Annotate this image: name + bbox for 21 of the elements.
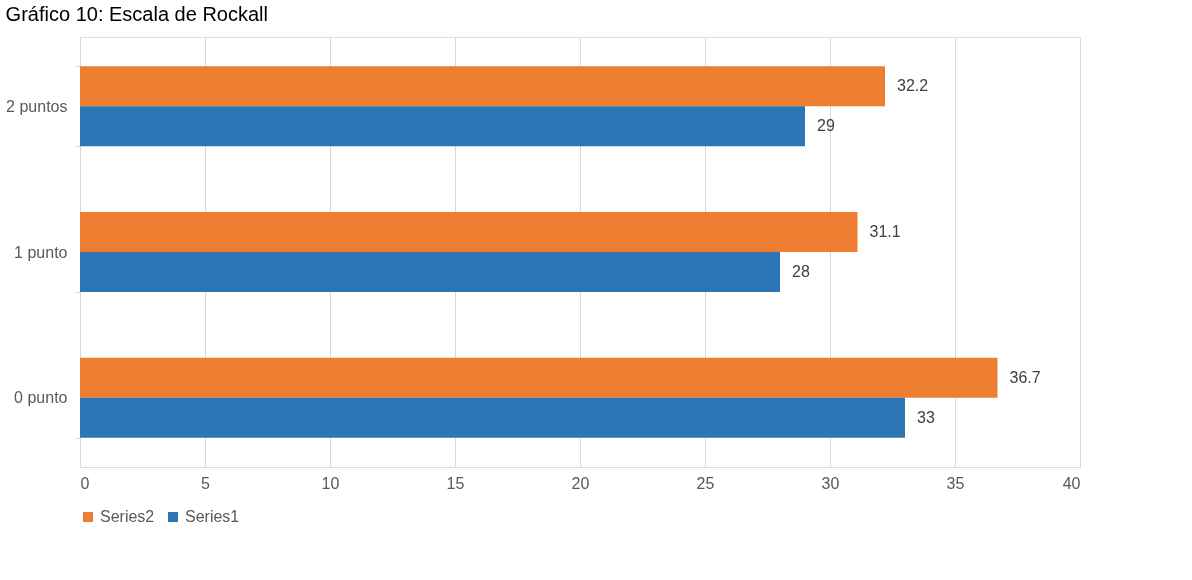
chart-title: Gráfico 10: Escala de Rockall	[5, 3, 268, 25]
data-label: 32.2	[897, 77, 929, 95]
data-label: 33	[917, 408, 935, 426]
y-tick-label: 1 punto	[14, 243, 68, 261]
x-tick-label: 0	[80, 474, 90, 492]
legend-label: Series1	[185, 508, 240, 525]
x-tick-label: 25	[696, 474, 715, 492]
x-tick-label: 35	[946, 474, 965, 492]
x-tick-label: 40	[1062, 474, 1081, 492]
data-label: 29	[817, 117, 835, 135]
x-tick-label: 10	[321, 474, 340, 492]
data-label: 28	[792, 263, 810, 281]
data-label: 31.1	[869, 222, 901, 240]
data-label: 36.7	[1009, 368, 1041, 386]
x-tick-label: 20	[571, 474, 590, 492]
y-tick-label: 0 punto	[14, 389, 68, 407]
y-tick-label: 2 puntos	[6, 97, 68, 115]
x-tick-label: 5	[201, 474, 211, 492]
x-tick-label: 15	[446, 474, 465, 492]
legend-label: Series2	[100, 508, 155, 525]
x-tick-label: 30	[821, 474, 840, 492]
